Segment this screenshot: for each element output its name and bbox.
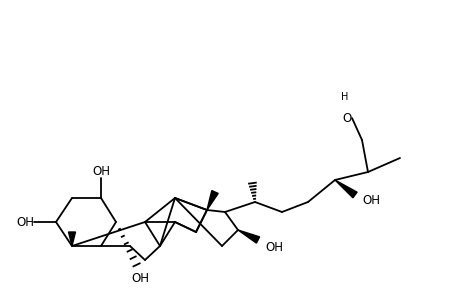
Text: O: O <box>342 112 351 124</box>
Polygon shape <box>68 232 75 246</box>
Text: OH: OH <box>264 242 282 254</box>
Polygon shape <box>334 180 356 198</box>
Polygon shape <box>207 190 218 210</box>
Text: OH: OH <box>361 194 379 206</box>
Text: OH: OH <box>131 272 149 285</box>
Text: OH: OH <box>16 215 34 229</box>
Text: OH: OH <box>92 165 110 178</box>
Polygon shape <box>237 230 259 243</box>
Text: H: H <box>341 92 348 102</box>
